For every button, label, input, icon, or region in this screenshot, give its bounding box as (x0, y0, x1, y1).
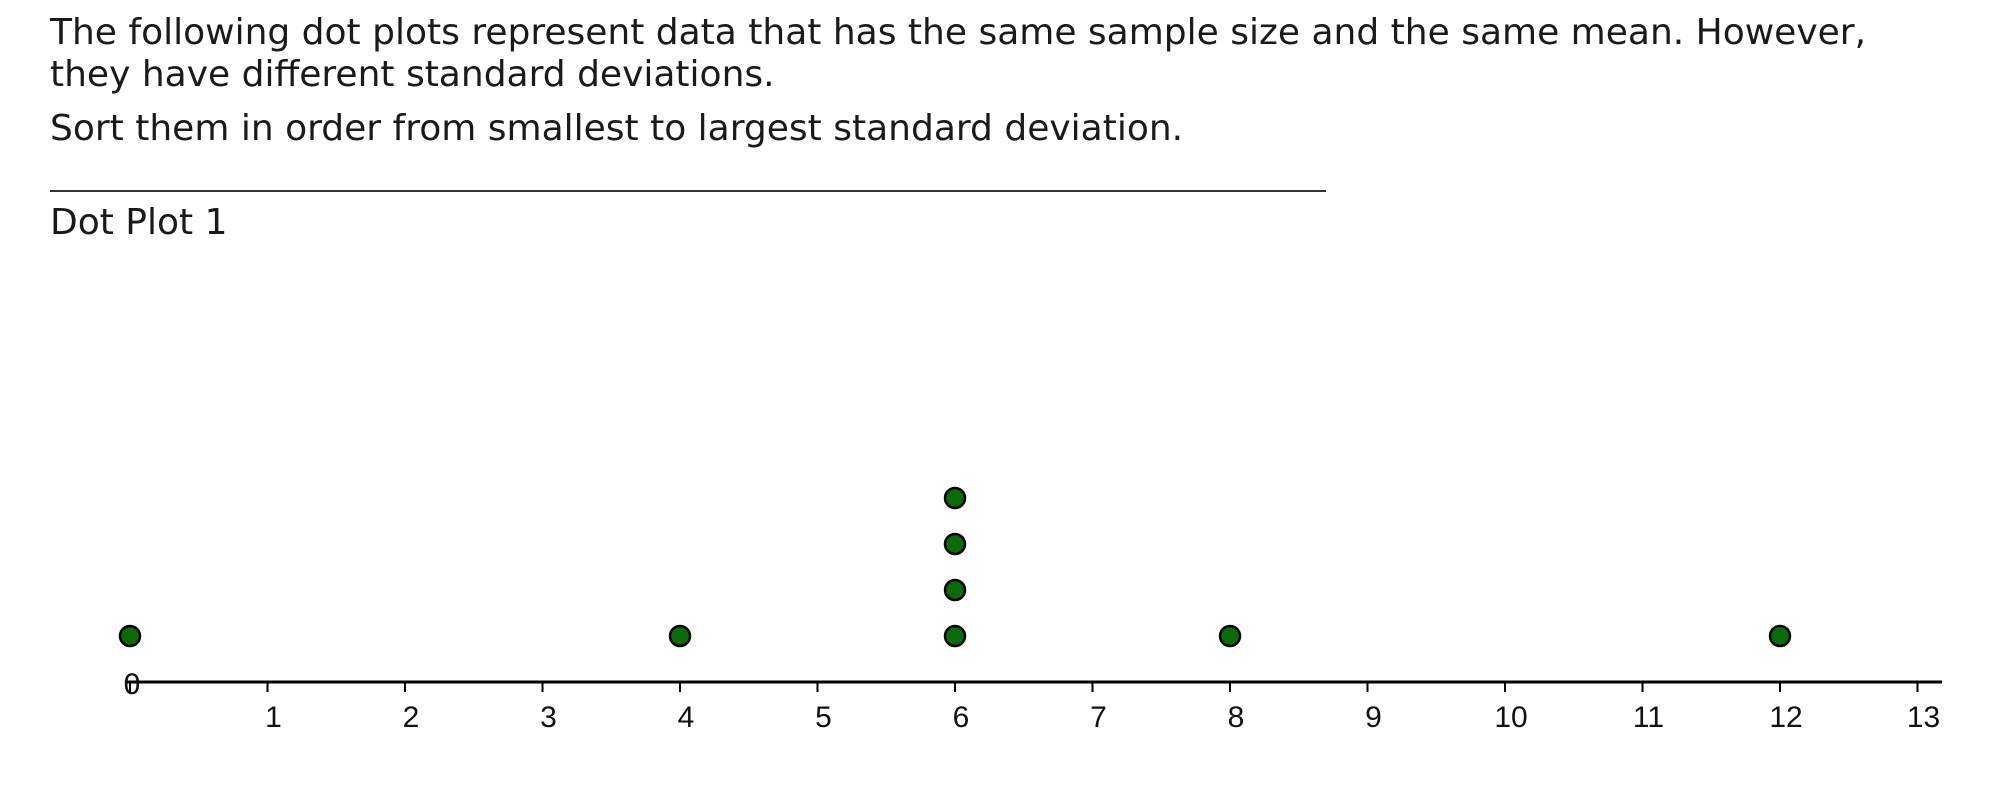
data-dot (943, 578, 967, 602)
x-tick-label-1: 1 (265, 701, 282, 734)
divider (50, 190, 1326, 192)
x-tick-label-5: 5 (815, 701, 832, 734)
plot-title: Dot Plot 1 (50, 202, 228, 243)
x-tick-label-2: 2 (403, 701, 420, 734)
question-text: The following dot plots represent data t… (50, 12, 1867, 95)
x-tick-label-9: 9 (1365, 701, 1382, 734)
x-tick-label-4: 4 (678, 701, 695, 734)
data-dot (943, 532, 967, 556)
x-tick-label-11: 11 (1633, 701, 1664, 734)
data-dot (943, 624, 967, 648)
x-tick-label-3: 3 (540, 701, 557, 734)
data-dot (118, 624, 142, 648)
data-dot (943, 486, 967, 510)
data-dot (668, 624, 692, 648)
data-dot (1768, 624, 1792, 648)
x-tick-label-8: 8 (1228, 701, 1245, 734)
x-tick-label-12: 12 (1769, 701, 1802, 734)
data-dot (1218, 624, 1242, 648)
instruction-text: Sort them in order from smallest to larg… (50, 108, 1184, 149)
x-tick-label-6: 6 (953, 701, 970, 734)
x-tick-label-0: 0 (124, 668, 141, 701)
x-tick-label-13: 13 (1907, 701, 1940, 734)
x-tick-label-7: 7 (1090, 701, 1107, 734)
x-tick-label-10: 10 (1494, 701, 1527, 734)
